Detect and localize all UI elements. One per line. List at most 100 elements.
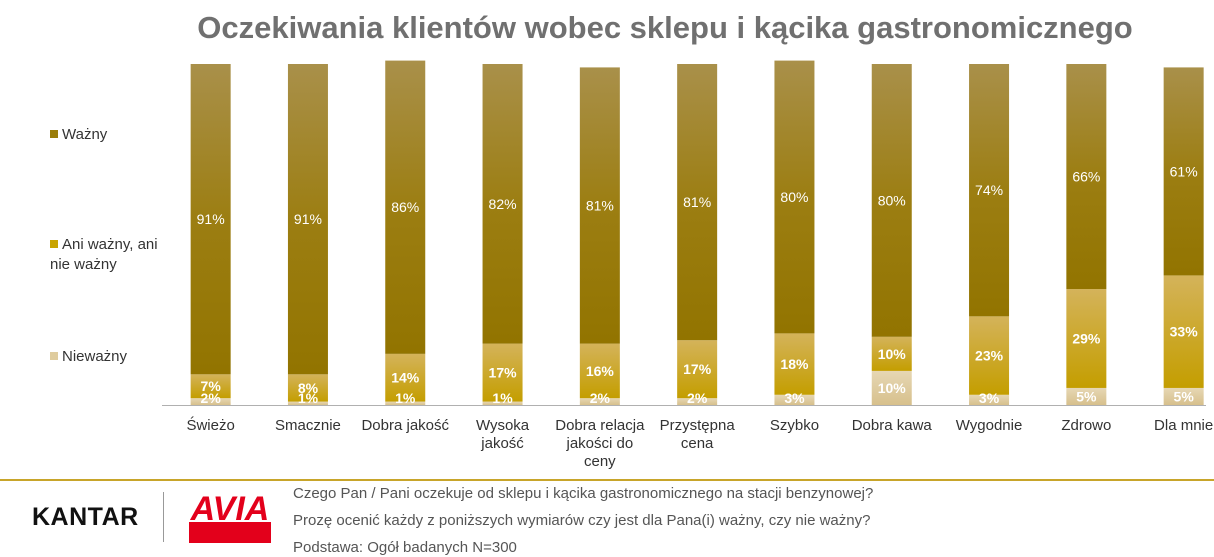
x-tick-label: Szybko bbox=[770, 417, 819, 434]
data-label: 66% bbox=[1072, 169, 1100, 185]
bar-ani-segment bbox=[385, 353, 426, 402]
data-label: 61% bbox=[1170, 163, 1198, 179]
legend-swatch-wazny bbox=[50, 130, 58, 138]
x-tick-label-line: cena bbox=[681, 435, 714, 452]
legend-item-ani: Ani ważny, ani nie ważny bbox=[50, 235, 160, 275]
bar-ani-segment bbox=[190, 374, 231, 399]
bar-nie-segment bbox=[579, 398, 620, 405]
footer-divider-line bbox=[0, 479, 1214, 481]
bar-nie-segment bbox=[385, 401, 426, 405]
bar-nie-segment bbox=[677, 398, 718, 405]
x-tick-label-line: Smacznie bbox=[275, 417, 341, 434]
data-label: 17% bbox=[489, 365, 518, 381]
bar-wazny-segment bbox=[1163, 67, 1204, 276]
x-tick-label: Smacznie bbox=[275, 417, 341, 434]
data-label: 23% bbox=[975, 348, 1004, 364]
legend-item-niewazny: Nieważny bbox=[50, 347, 160, 367]
svg-text:AVIA: AVIA bbox=[190, 490, 270, 528]
bar-nie-segment bbox=[482, 401, 523, 405]
data-label: 91% bbox=[197, 211, 225, 227]
data-label: 86% bbox=[391, 199, 419, 215]
data-label: 80% bbox=[780, 189, 808, 205]
bar-nie-segment bbox=[1066, 387, 1107, 405]
legend-label-niewazny: Nieważny bbox=[62, 348, 128, 365]
data-label: 81% bbox=[586, 198, 614, 214]
bar-ani-segment bbox=[579, 343, 620, 399]
x-tick-label-line: Dobra kawa bbox=[852, 417, 933, 434]
x-tick-label-line: jakość bbox=[480, 435, 524, 452]
x-tick-label-line: ceny bbox=[584, 453, 616, 470]
bar-wazny-segment bbox=[482, 64, 523, 344]
data-label: 2% bbox=[590, 390, 611, 406]
avia-logo: AVIA bbox=[189, 490, 271, 543]
data-label: 80% bbox=[878, 192, 906, 208]
data-label: 10% bbox=[878, 346, 907, 362]
bar-nie-segment bbox=[287, 401, 328, 405]
x-tick-label-line: Dla mnie bbox=[1154, 417, 1213, 434]
bar-wazny-segment bbox=[385, 60, 426, 354]
legend-swatch-niewazny bbox=[50, 352, 58, 360]
bar-ani-segment bbox=[871, 336, 912, 371]
data-label: 1% bbox=[395, 390, 416, 406]
x-tick-label: Wysoka jakość bbox=[476, 417, 530, 452]
bar-wazny-segment bbox=[871, 64, 912, 337]
data-label: 17% bbox=[683, 361, 712, 377]
x-tick-label: Dobra jakość bbox=[361, 417, 449, 434]
x-tick-label-line: Wysoka bbox=[476, 417, 530, 434]
bar-ani-segment bbox=[1163, 275, 1204, 388]
bar-wazny-segment bbox=[190, 64, 231, 375]
data-label: 10% bbox=[878, 380, 907, 396]
data-label: 5% bbox=[1174, 388, 1195, 404]
question-line-2: Prozę ocenić każdy z poniższych wymiarów… bbox=[293, 512, 871, 529]
data-label: 2% bbox=[201, 390, 222, 406]
x-tick-label: Dla mnie bbox=[1154, 417, 1213, 434]
data-label: 3% bbox=[784, 390, 805, 406]
data-label: 91% bbox=[294, 211, 322, 227]
x-tick-label-line: Zdrowo bbox=[1061, 417, 1111, 434]
data-label: 74% bbox=[975, 182, 1003, 198]
x-tick-label: Świeżo bbox=[186, 416, 234, 434]
data-label: 33% bbox=[1170, 324, 1199, 340]
bar-wazny-segment bbox=[579, 67, 620, 344]
legend-label-wazny: Ważny bbox=[62, 126, 108, 143]
bar-ani-segment bbox=[774, 333, 815, 395]
logo-divider bbox=[163, 492, 164, 542]
bar-nie-segment bbox=[969, 394, 1010, 405]
x-tick-label-line: Wygodnie bbox=[956, 417, 1023, 434]
data-label: 3% bbox=[979, 390, 1000, 406]
x-tick-label-line: Dobra jakość bbox=[361, 417, 449, 434]
x-tick-label-line: Dobra relacja bbox=[555, 417, 645, 434]
x-tick-label-line: Przystępna bbox=[660, 417, 736, 434]
data-label: 5% bbox=[1076, 388, 1097, 404]
data-label: 14% bbox=[391, 370, 420, 386]
stacked-bar-chart: 2%7%91%1%8%91%1%14%86%1%17%82%2%16%81%2%… bbox=[162, 60, 1213, 470]
bar-nie-segment bbox=[774, 394, 815, 405]
bar-ani-segment bbox=[677, 340, 718, 399]
x-tick-label-line: jakości do bbox=[565, 435, 633, 452]
data-label: 81% bbox=[683, 194, 711, 210]
bar-nie-segment bbox=[871, 370, 912, 405]
data-label: 18% bbox=[780, 356, 809, 372]
data-label: 82% bbox=[489, 196, 517, 212]
x-tick-label: Przystępna cena bbox=[660, 417, 736, 452]
bar-nie-segment bbox=[190, 398, 231, 405]
legend-item-wazny: Ważny bbox=[50, 125, 160, 145]
x-tick-label: Wygodnie bbox=[956, 417, 1023, 434]
data-label: 29% bbox=[1072, 331, 1101, 347]
bar-wazny-segment bbox=[287, 64, 328, 375]
bar-ani-segment bbox=[482, 343, 523, 402]
bar-ani-segment bbox=[287, 374, 328, 402]
bar-ani-segment bbox=[1066, 289, 1107, 388]
kantar-logo: KANTAR bbox=[32, 503, 139, 531]
data-label: 8% bbox=[298, 380, 319, 396]
data-label: 2% bbox=[687, 390, 708, 406]
chart-title: Oczekiwania klientów wobec sklepu i kąci… bbox=[197, 10, 1133, 45]
x-tick-label-line: Świeżo bbox=[186, 416, 234, 434]
question-line-1: Czego Pan / Pani oczekuje od sklepu i ką… bbox=[293, 485, 874, 502]
bar-wazny-segment bbox=[774, 60, 815, 334]
data-label: 1% bbox=[298, 390, 319, 406]
legend-label-ani: Ani ważny, ani nie ważny bbox=[50, 236, 158, 273]
legend-swatch-ani bbox=[50, 240, 58, 248]
bar-nie-segment bbox=[1163, 387, 1204, 405]
bar-wazny-segment bbox=[1066, 64, 1107, 290]
